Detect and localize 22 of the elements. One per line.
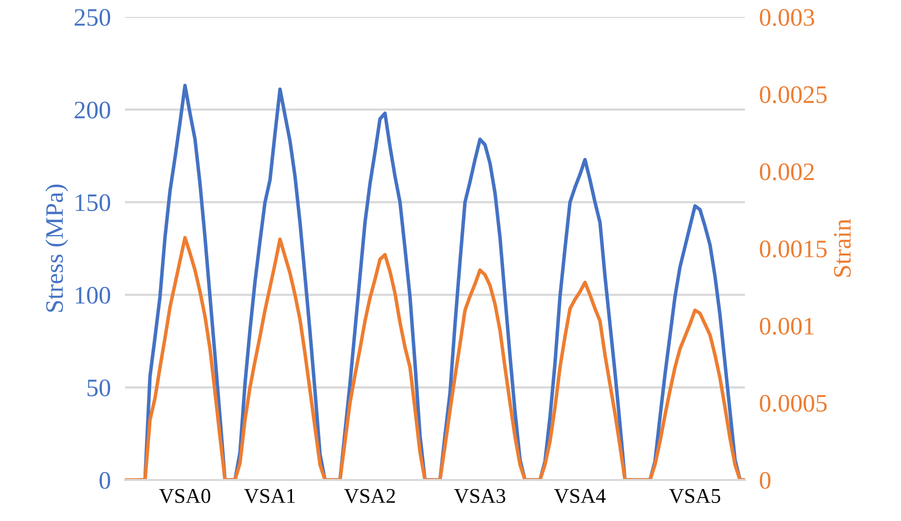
y-tick-label: 200: [74, 102, 110, 119]
y-tick-label: 50: [88, 379, 110, 396]
x-tick-label: VSA0: [159, 488, 210, 504]
x-tick-label: VSA5: [669, 488, 720, 504]
line-series: [125, 236, 745, 480]
x-tick-label: VSA1: [244, 488, 295, 504]
y2-tick-label: 0.003: [760, 9, 814, 26]
x-tick-label: VSA3: [454, 488, 506, 504]
y2-tick-label: 0: [760, 472, 770, 489]
y2-tick-label: 0.0005: [760, 394, 827, 412]
y-tick-label: 0: [100, 472, 110, 489]
x-tick-label: VSA2: [344, 488, 395, 504]
y2-tick-label: 0.001: [760, 318, 814, 335]
y-tick-label: 100: [76, 286, 110, 304]
y-axis-title: Stress (MPa): [45, 184, 68, 312]
x-tick-label: VSA4: [554, 488, 606, 504]
y2-tick-label: 0.002: [760, 163, 814, 180]
y2-tick-label: 0.0025: [760, 86, 827, 104]
y2-tick-label: 0.0015: [760, 240, 827, 258]
y2-axis-title: Strain: [834, 219, 851, 277]
y-tick-label: 150: [76, 194, 110, 212]
y-tick-label: 250: [74, 9, 110, 26]
